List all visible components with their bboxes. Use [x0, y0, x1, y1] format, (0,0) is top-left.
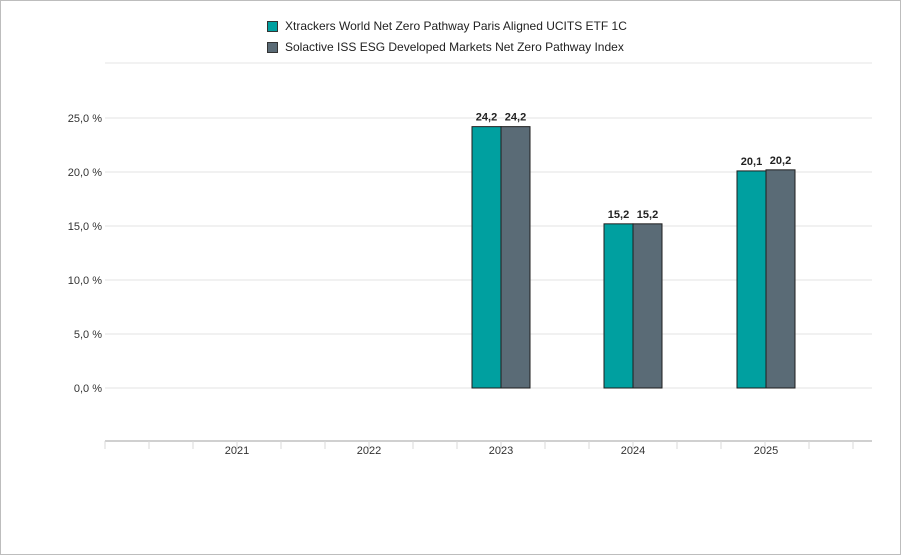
legend-label-etf: Xtrackers World Net Zero Pathway Paris A…	[285, 19, 627, 33]
y-tick-label: 5,0 %	[74, 329, 102, 341]
x-axis: 2021 2022 2023 2024 2025	[104, 440, 872, 457]
bars	[471, 126, 796, 389]
x-tick-label: 2024	[621, 445, 645, 457]
x-tick-label: 2023	[489, 445, 513, 457]
legend-swatch-etf	[267, 20, 278, 32]
x-tick-label: 2022	[357, 445, 381, 457]
legend-item-etf[interactable]: Xtrackers World Net Zero Pathway Paris A…	[267, 16, 627, 36]
bar-etf-2023[interactable]	[471, 126, 502, 389]
data-labels: 24,2 24,2 15,2 15,2 20,1 20,2	[476, 112, 791, 221]
data-label: 20,1	[741, 156, 762, 168]
data-label: 24,2	[476, 112, 497, 124]
y-tick-label: 15,0 %	[68, 221, 102, 233]
bar-etf-2025[interactable]	[736, 170, 767, 389]
data-label: 15,2	[608, 209, 629, 221]
y-tick-label: 0,0 %	[74, 383, 102, 395]
bar-index-2023[interactable]	[500, 126, 531, 389]
x-tick-label: 2021	[225, 445, 249, 457]
data-label: 20,2	[770, 155, 791, 167]
y-tick-label: 20,0 %	[68, 167, 102, 179]
bar-index-2025[interactable]	[765, 169, 796, 389]
legend-item-index[interactable]: Solactive ISS ESG Developed Markets Net …	[267, 37, 627, 57]
data-label: 24,2	[505, 112, 526, 124]
legend: Xtrackers World Net Zero Pathway Paris A…	[267, 16, 627, 58]
bar-index-2024[interactable]	[632, 223, 663, 389]
legend-label-index: Solactive ISS ESG Developed Markets Net …	[285, 40, 624, 54]
legend-swatch-index	[267, 41, 278, 53]
y-tick-label: 25,0 %	[68, 113, 102, 125]
x-tick-label: 2025	[754, 445, 778, 457]
data-label: 15,2	[637, 209, 658, 221]
y-tick-label: 10,0 %	[68, 275, 102, 287]
y-axis-ticks: 0,0 % 5,0 % 10,0 % 15,0 % 20,0 % 25,0 %	[68, 113, 102, 395]
bar-etf-2024[interactable]	[603, 223, 634, 389]
